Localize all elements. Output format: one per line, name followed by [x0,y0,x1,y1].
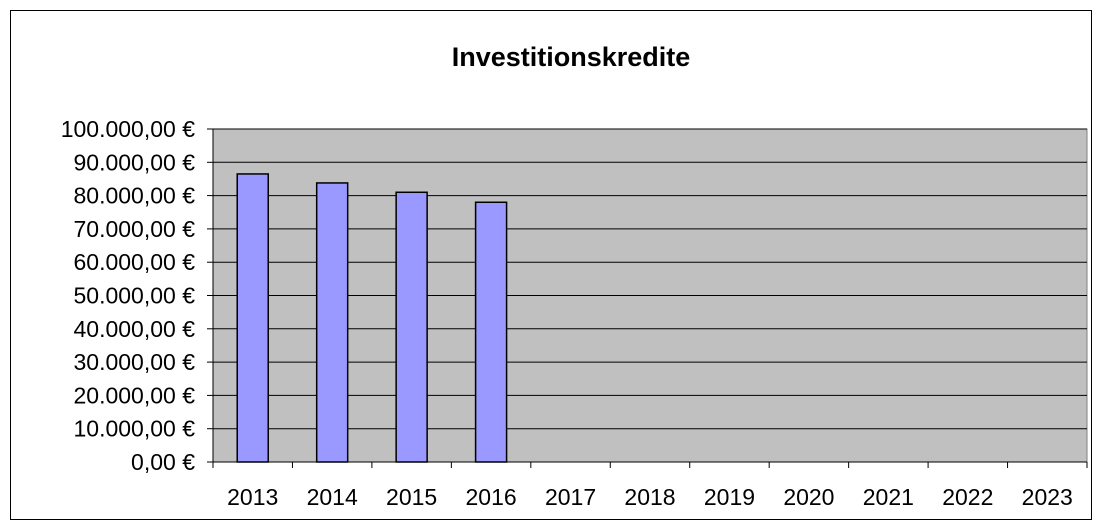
y-tick-label: 80.000,00 € [73,183,195,209]
x-tick-label: 2023 [1022,484,1073,510]
x-tick-label: 2018 [624,484,675,510]
y-tick-label: 60.000,00 € [73,249,195,275]
x-tick-label: 2017 [545,484,596,510]
bar-2014 [315,182,349,463]
y-tick-label: 100.000,00 € [61,116,196,142]
y-tick-label: 40.000,00 € [73,316,195,342]
x-tick-label: 2013 [227,484,278,510]
x-tick-label: 2014 [307,484,358,510]
y-tick-label: 90.000,00 € [73,149,195,175]
x-tick-label: 2020 [783,484,834,510]
x-tick-label: 2016 [466,484,517,510]
y-tick-label: 50.000,00 € [73,283,195,309]
x-axis: 2013 2014 2015 2016 2017 2018 2019 2020 2021 2022… [212,461,1088,510]
bar-2013 [236,173,269,463]
bar-2016 [474,201,508,463]
x-tick-label: 2022 [942,484,993,510]
x-tick-label: 2015 [386,484,437,510]
x-tick-label: 2021 [863,484,914,510]
y-tick-label: 70.000,00 € [73,216,195,242]
bar-2015 [395,191,428,463]
y-tick-label: 10.000,00 € [73,416,195,442]
y-tick-label: 0,00 € [131,449,195,475]
y-axis: 0,00 € 10.000,00 € 20.000,00 € 30.000,00 € 4… [61,116,214,475]
chart-title: Investitionskredite [452,42,691,72]
y-tick-label: 30.000,00 € [73,349,195,375]
x-tick-label: 2019 [704,484,755,510]
grid-lines [213,128,1087,430]
y-tick-label: 20.000,00 € [73,382,195,408]
